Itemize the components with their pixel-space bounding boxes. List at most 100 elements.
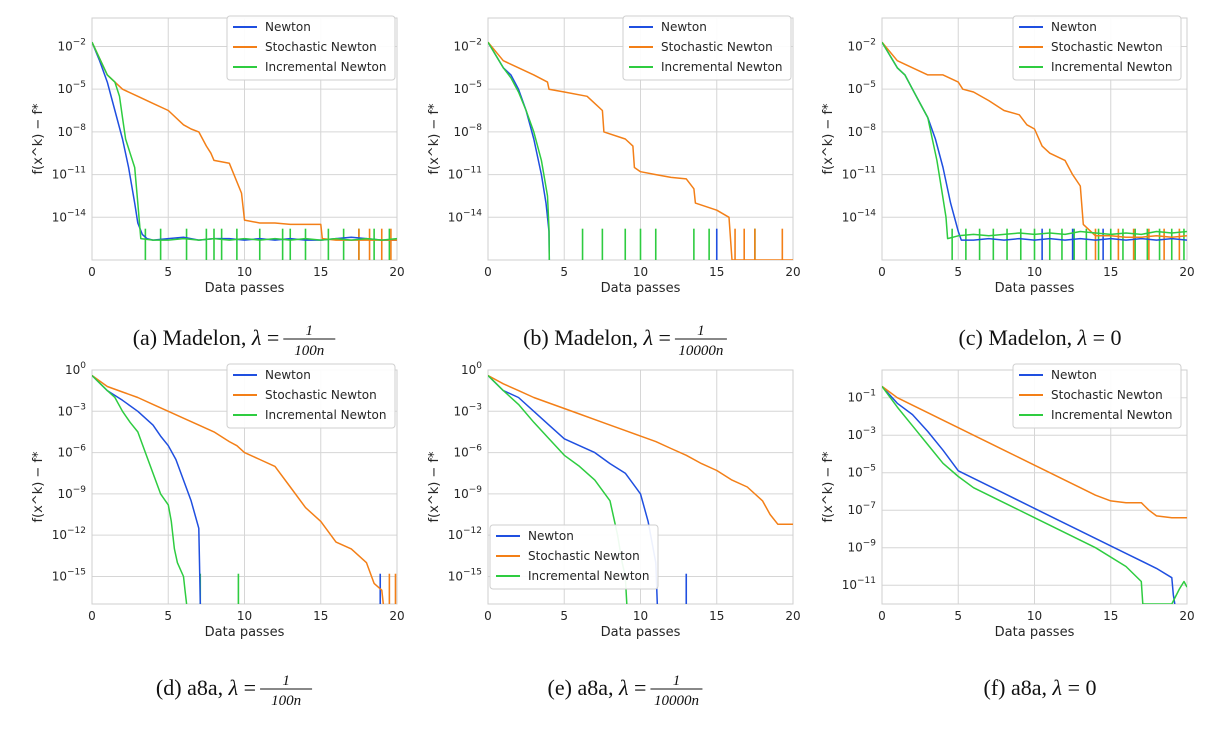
subplot-caption: (e) a8a, λ = 1 10000n bbox=[548, 673, 703, 709]
plot-area bbox=[882, 41, 1187, 260]
legend-entry: Stochastic Newton bbox=[661, 40, 773, 54]
x-tick-label: 20 bbox=[1179, 609, 1194, 623]
caption-fraction-numerator: 1 bbox=[673, 673, 681, 689]
series-line-stochastic-newton bbox=[488, 41, 793, 260]
legend-entry: Stochastic Newton bbox=[1051, 40, 1163, 54]
caption-text: (f) a8a, λ = 0 bbox=[984, 675, 1097, 700]
x-tick-label: 15 bbox=[313, 609, 328, 623]
x-axis-label: Data passes bbox=[205, 625, 285, 640]
series-line-incremental-newton bbox=[882, 41, 1187, 240]
y-tick-label: 10−2 bbox=[57, 37, 86, 53]
subplot-c: 0 5 10 15 20 10−2 10−5 10−8 10−11 10−14 Data passe… bbox=[821, 15, 1195, 350]
x-tick-label: 5 bbox=[164, 609, 172, 623]
y-tick-label: 10−5 bbox=[847, 80, 876, 96]
legend-box bbox=[1012, 363, 1182, 429]
y-tick-label: 10−15 bbox=[448, 567, 482, 583]
x-tick-label: 0 bbox=[878, 265, 886, 279]
y-tick-label: 10−8 bbox=[847, 123, 876, 139]
y-axis-label: f(x^k) − f* bbox=[821, 103, 836, 175]
legend: Newton Stochastic Newton Incremental Newto… bbox=[226, 363, 396, 429]
x-tick-label: 15 bbox=[1103, 265, 1118, 279]
x-tick-label: 5 bbox=[954, 609, 962, 623]
x-tick-label: 0 bbox=[878, 609, 886, 623]
y-tick-label: 10−15 bbox=[52, 567, 86, 583]
legend-entry: Newton bbox=[1051, 368, 1097, 382]
legend-entry: Newton bbox=[265, 20, 311, 34]
legend: Newton Stochastic Newton Incremental Newto… bbox=[622, 15, 792, 81]
subplot-caption: (c) Madelon, λ = 0 bbox=[958, 325, 1121, 350]
legend-box bbox=[226, 15, 396, 81]
legend-entry: Newton bbox=[528, 529, 574, 543]
caption-text: (a) Madelon, λ = bbox=[133, 325, 280, 350]
y-tick-label: 10−8 bbox=[57, 123, 86, 139]
x-tick-label: 20 bbox=[389, 265, 404, 279]
x-tick-label: 10 bbox=[237, 265, 252, 279]
y-tick-label: 10−14 bbox=[842, 208, 877, 224]
series-line-newton bbox=[488, 374, 659, 604]
series-line-stochastic-newton bbox=[92, 374, 385, 604]
y-tick-label: 10−5 bbox=[453, 80, 482, 96]
x-tick-label: 15 bbox=[709, 265, 724, 279]
subplot-f: 0 5 10 15 20 10−1 10−3 10−5 10−7 10−9 10−11 Data pa… bbox=[821, 363, 1195, 700]
x-tick-label: 10 bbox=[237, 609, 252, 623]
legend-entry: Newton bbox=[661, 20, 707, 34]
x-tick-label: 0 bbox=[88, 609, 96, 623]
y-tick-label: 10−9 bbox=[453, 485, 482, 501]
subplot-caption: (a) Madelon, λ = 1 100n bbox=[133, 323, 336, 359]
y-tick-label: 10−6 bbox=[453, 444, 482, 460]
caption-fraction-numerator: 1 bbox=[282, 673, 290, 689]
x-axis-label: Data passes bbox=[995, 625, 1075, 640]
y-tick-label: 10−2 bbox=[847, 37, 876, 53]
x-tick-label: 0 bbox=[88, 265, 96, 279]
x-tick-label: 20 bbox=[785, 265, 800, 279]
x-tick-label: 0 bbox=[484, 609, 492, 623]
plot-frame bbox=[487, 369, 794, 605]
legend: Newton Stochastic Newton Incremental Newto… bbox=[1012, 15, 1182, 81]
legend-entry: Stochastic Newton bbox=[265, 388, 377, 402]
x-tick-label: 5 bbox=[164, 265, 172, 279]
y-tick-label: 10−11 bbox=[52, 166, 86, 182]
x-tick-label: 15 bbox=[313, 265, 328, 279]
series-line-incremental-newton bbox=[92, 41, 397, 241]
legend-entry: Incremental Newton bbox=[1051, 60, 1173, 74]
legend-entry: Newton bbox=[1051, 20, 1097, 34]
series-line-newton bbox=[882, 385, 1176, 604]
legend: Newton Stochastic Newton Incremental Newto… bbox=[1012, 363, 1182, 429]
y-axis-label: f(x^k) − f* bbox=[31, 103, 46, 175]
y-tick-label: 10−3 bbox=[57, 402, 86, 418]
y-tick-label: 100 bbox=[65, 361, 86, 377]
x-tick-label: 20 bbox=[389, 609, 404, 623]
legend-box bbox=[622, 15, 792, 81]
caption-text: (d) a8a, λ = bbox=[156, 675, 256, 700]
y-tick-label: 10−14 bbox=[448, 208, 483, 224]
caption-text: (b) Madelon, λ = bbox=[523, 325, 671, 350]
subplot-caption: (d) a8a, λ = 1 100n bbox=[156, 673, 313, 709]
x-tick-label: 15 bbox=[709, 609, 724, 623]
x-axis-label: Data passes bbox=[205, 281, 285, 296]
legend-entry: Incremental Newton bbox=[661, 60, 783, 74]
y-tick-label: 10−9 bbox=[57, 485, 86, 501]
y-tick-label: 10−2 bbox=[453, 37, 482, 53]
plot-area bbox=[92, 41, 397, 260]
y-tick-label: 10−11 bbox=[448, 166, 482, 182]
legend-box bbox=[226, 363, 396, 429]
x-axis-label: Data passes bbox=[995, 281, 1075, 296]
series-line-newton bbox=[488, 41, 551, 260]
caption-fraction-numerator: 1 bbox=[697, 323, 705, 339]
x-tick-label: 15 bbox=[1103, 609, 1118, 623]
series-line-stochastic-newton bbox=[92, 41, 397, 241]
y-tick-label: 10−5 bbox=[847, 464, 876, 480]
y-tick-label: 100 bbox=[461, 361, 482, 377]
legend-entry: Newton bbox=[265, 368, 311, 382]
subplot-b: 0 5 10 15 20 10−2 10−5 10−8 10−11 10−14 Data passe… bbox=[427, 15, 801, 359]
caption-text: (e) a8a, λ = bbox=[548, 675, 647, 700]
legend-entry: Incremental Newton bbox=[1051, 408, 1173, 422]
y-tick-label: 10−3 bbox=[847, 426, 876, 442]
caption-fraction-denominator: 100n bbox=[294, 343, 324, 359]
series-line-stochastic-newton bbox=[488, 374, 793, 525]
legend-box bbox=[489, 524, 659, 590]
x-tick-label: 10 bbox=[633, 265, 648, 279]
x-tick-label: 0 bbox=[484, 265, 492, 279]
series-line-incremental-newton bbox=[882, 385, 1187, 604]
caption-fraction-denominator: 100n bbox=[271, 693, 301, 709]
